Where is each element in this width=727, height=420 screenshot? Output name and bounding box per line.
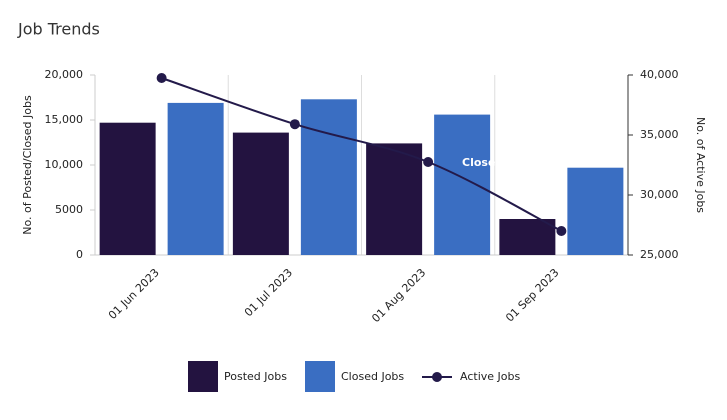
- annotation: Close: [462, 156, 495, 169]
- x-tick-label: 01 Jun 2023: [106, 266, 162, 322]
- y2-tick-label: 25,000: [640, 248, 679, 261]
- line: [161, 77, 562, 232]
- bar: [366, 143, 423, 255]
- bar: [232, 132, 289, 255]
- y-tick-label: 0: [76, 248, 83, 261]
- y-tick-label: 5000: [55, 203, 83, 216]
- bar: [99, 122, 156, 255]
- y-tick-label: 10,000: [45, 158, 84, 171]
- y2-tick-label: 30,000: [640, 188, 679, 201]
- bar: [499, 219, 556, 255]
- legend-label: Active Jobs: [460, 370, 520, 383]
- line-marker: [423, 157, 434, 167]
- y-tick-label: 20,000: [45, 68, 84, 81]
- x-tick-label: 01 Aug 2023: [369, 266, 428, 325]
- bar: [167, 102, 224, 256]
- y-tick-label: 15,000: [45, 113, 84, 126]
- x-tick-label: 01 Sep 2023: [503, 266, 561, 324]
- chart-title: Job Trends: [17, 20, 100, 39]
- bar: [300, 99, 357, 255]
- bar: [434, 114, 491, 255]
- legend-marker: [432, 372, 442, 382]
- line-marker: [156, 73, 167, 83]
- legend-swatch: [188, 361, 218, 392]
- legend-label: Posted Jobs: [224, 370, 287, 383]
- x-tick-label: 01 Jul 2023: [242, 266, 295, 319]
- y2-tick-label: 40,000: [640, 68, 679, 81]
- line-marker: [289, 119, 300, 130]
- legend-swatch: [305, 361, 335, 392]
- y2-tick-label: 35,000: [640, 128, 679, 141]
- y2-axis-label: No. of Active Jobs: [694, 117, 707, 213]
- y-axis-label: No. of Posted/Closed Jobs: [21, 95, 34, 235]
- bar: [567, 167, 624, 255]
- line-marker: [556, 226, 567, 236]
- legend-label: Closed Jobs: [341, 370, 404, 383]
